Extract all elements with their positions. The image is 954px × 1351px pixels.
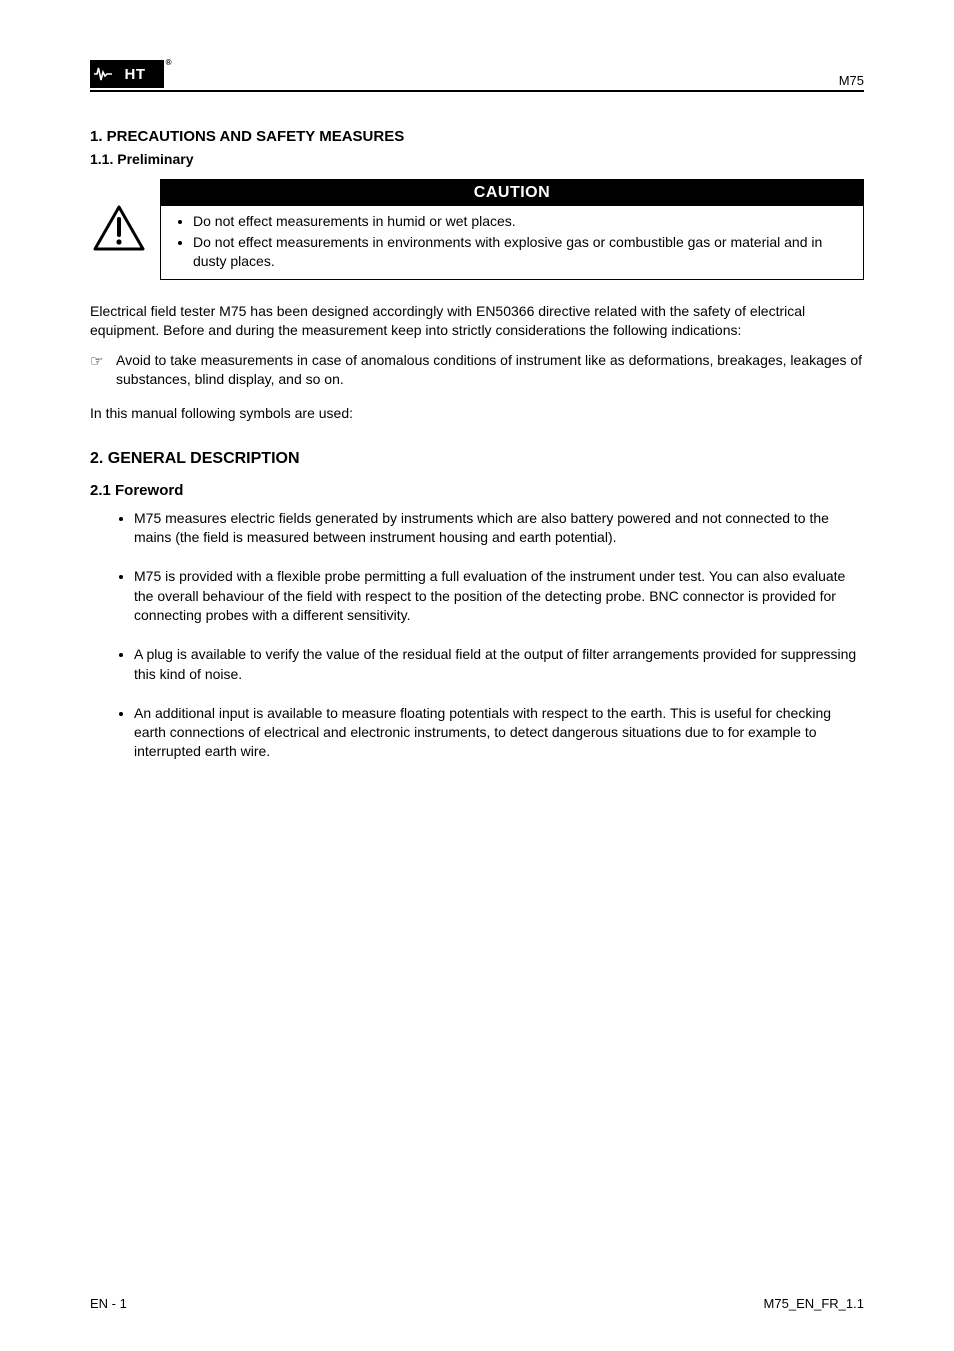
caution-body: Do not effect measurements in humid or w… [161,206,863,279]
section-subtitle: 1.1. Preliminary [90,151,864,167]
header-row: HT ® M75 [90,60,864,92]
foreword-heading: 2.1 Foreword [90,482,864,499]
special-item: ☞ Avoid to take measurements in case of … [90,351,864,390]
special-list: ☞ Avoid to take measurements in case of … [90,351,864,390]
page-footer: EN - 1 M75_EN_FR_1.1 [90,1296,864,1311]
intro-paragraph: Electrical field tester M75 has been des… [90,302,864,341]
footer-right: M75_EN_FR_1.1 [764,1296,864,1311]
caution-list: Do not effect measurements in humid or w… [169,212,855,271]
caution-item: Do not effect measurements in humid or w… [193,212,855,231]
logo-wave-icon [94,66,112,82]
logo-text: HT [125,66,146,83]
logo-registered-icon: ® [166,58,172,67]
warning-triangle-icon [93,205,145,251]
general-bullet: A plug is available to verify the value … [134,645,864,684]
general-bullet: An additional input is available to meas… [134,704,864,762]
model-label: M75 [839,73,864,88]
caution-icon-wrap [90,179,148,251]
general-bullet: M75 measures electric fields generated b… [134,509,864,548]
caution-item: Do not effect measurements in environmen… [193,233,855,271]
brand-logo: HT ® [90,60,164,88]
section-title: 1. PRECAUTIONS AND SAFETY MEASURES [90,128,864,145]
symbols-intro: In this manual following symbols are use… [90,404,864,424]
page-root: HT ® M75 1. PRECAUTIONS AND SAFETY MEASU… [0,0,954,1351]
special-item-text: Avoid to take measurements in case of an… [116,351,864,390]
caution-block: CAUTION Do not effect measurements in hu… [90,179,864,280]
pointing-hand-icon: ☞ [90,351,108,390]
general-heading: 2. GENERAL DESCRIPTION [90,450,864,468]
general-bullets: M75 measures electric fields generated b… [90,509,864,762]
general-bullet: M75 is provided with a flexible probe pe… [134,567,864,625]
caution-box: CAUTION Do not effect measurements in hu… [160,179,864,280]
footer-left: EN - 1 [90,1296,127,1311]
caution-heading: CAUTION [161,180,863,206]
